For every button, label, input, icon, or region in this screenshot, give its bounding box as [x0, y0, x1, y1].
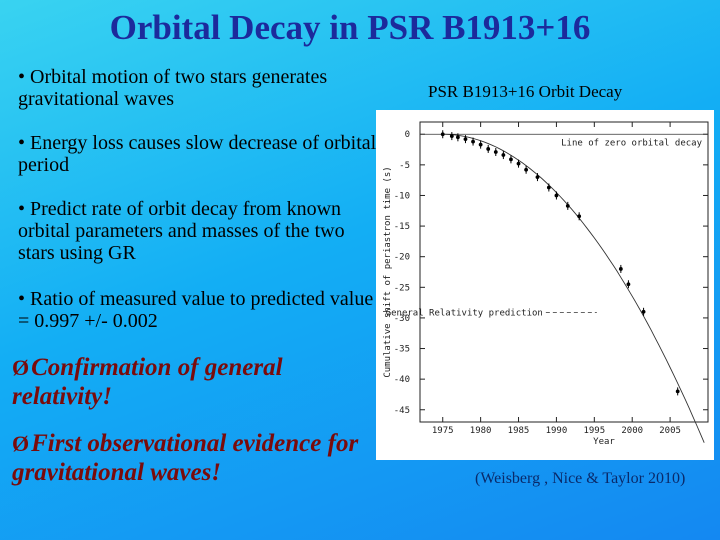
data-point [565, 203, 570, 208]
y-tick-label: -5 [399, 161, 410, 171]
gr-prediction-label: General Relativity prediction [386, 308, 543, 318]
data-point [546, 185, 551, 190]
data-point [509, 157, 513, 162]
data-point [449, 134, 454, 138]
bullet-ratio: • Ratio of measured value to predicted v… [18, 288, 374, 332]
data-point [641, 309, 646, 314]
data-point [486, 147, 491, 151]
y-tick-label: 0 [405, 130, 410, 140]
slide-title: Orbital Decay in PSR B1913+16 [109, 8, 591, 47]
arrow-bullet-icon: Ø [12, 355, 30, 380]
y-axis-label: Cumulative shift of periastron time (s) [383, 166, 393, 377]
data-point [535, 175, 540, 180]
x-tick-label: 1985 [508, 426, 530, 436]
y-tick-label: -15 [394, 222, 410, 232]
bullet-orbital-motion: • Orbital motion of two stars generates … [18, 66, 328, 110]
x-tick-label: 1995 [583, 426, 605, 436]
data-point [493, 150, 498, 154]
data-point [471, 139, 475, 144]
data-point [516, 161, 521, 166]
bullet-energy-loss: • Energy loss causes slow decrease of or… [18, 132, 377, 176]
data-point [501, 153, 506, 157]
x-tick-label: 1980 [470, 426, 492, 436]
data-point [577, 214, 582, 219]
conclusion-text: First observational evidence for gravita… [12, 430, 359, 486]
bullet-predict-rate: • Predict rate of orbit decay from known… [18, 198, 345, 264]
y-tick-label: -35 [394, 345, 410, 355]
data-point [524, 167, 529, 172]
x-tick-label: 2005 [659, 426, 681, 436]
x-tick-label: 2000 [621, 426, 643, 436]
y-tick-label: -10 [394, 191, 410, 201]
zero-decay-label: Line of zero orbital decay [561, 138, 702, 148]
gr-prediction-curve [442, 133, 705, 443]
orbit-decay-chart: 1975 1980 1985 1990 1995 2000 2005 0 -5 -10 -15 -20… [376, 110, 714, 460]
data-point [455, 135, 460, 140]
y-tick-label: -40 [394, 375, 410, 385]
data-point [618, 267, 623, 271]
chart-background [376, 110, 714, 460]
x-tick-label: 1975 [432, 426, 454, 436]
plot-frame [419, 121, 709, 423]
figure-credit: (Weisberg , Nice & Taylor 2010) [475, 470, 686, 487]
x-axis-label: Year [593, 437, 615, 447]
arrow-bullet-icon: Ø [12, 431, 30, 456]
data-point [440, 132, 445, 137]
conclusion-confirmation: ØConfirmation of general relativity! [12, 353, 382, 411]
conclusion-text: Confirmation of general relativity! [12, 354, 283, 410]
data-point [675, 389, 680, 394]
y-tick-label: -45 [394, 406, 410, 416]
plot-title: PSR B1913+16 Orbit Decay [428, 82, 623, 101]
data-point [554, 193, 559, 198]
y-tick-label: -30 [394, 314, 410, 324]
data-point [478, 142, 483, 147]
data-point [463, 137, 468, 142]
y-tick-label: -20 [394, 253, 410, 263]
x-tick-label: 1990 [546, 426, 568, 436]
conclusion-evidence: ØFirst observational evidence for gravit… [12, 429, 382, 487]
data-point [626, 282, 631, 287]
y-tick-label: -25 [394, 283, 410, 293]
